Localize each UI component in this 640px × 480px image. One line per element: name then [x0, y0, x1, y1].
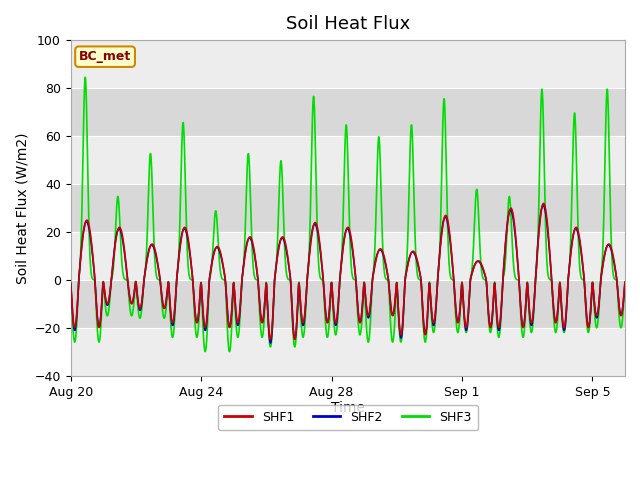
Legend: SHF1, SHF2, SHF3: SHF1, SHF2, SHF3: [218, 405, 477, 430]
Text: BC_met: BC_met: [79, 50, 131, 63]
Title: Soil Heat Flux: Soil Heat Flux: [285, 15, 410, 33]
Y-axis label: Soil Heat Flux (W/m2): Soil Heat Flux (W/m2): [15, 132, 29, 284]
Bar: [70, 328, 625, 376]
Bar: [70, 232, 625, 280]
Bar: [70, 40, 625, 88]
Bar: [70, 136, 625, 184]
X-axis label: Time: Time: [331, 401, 365, 415]
